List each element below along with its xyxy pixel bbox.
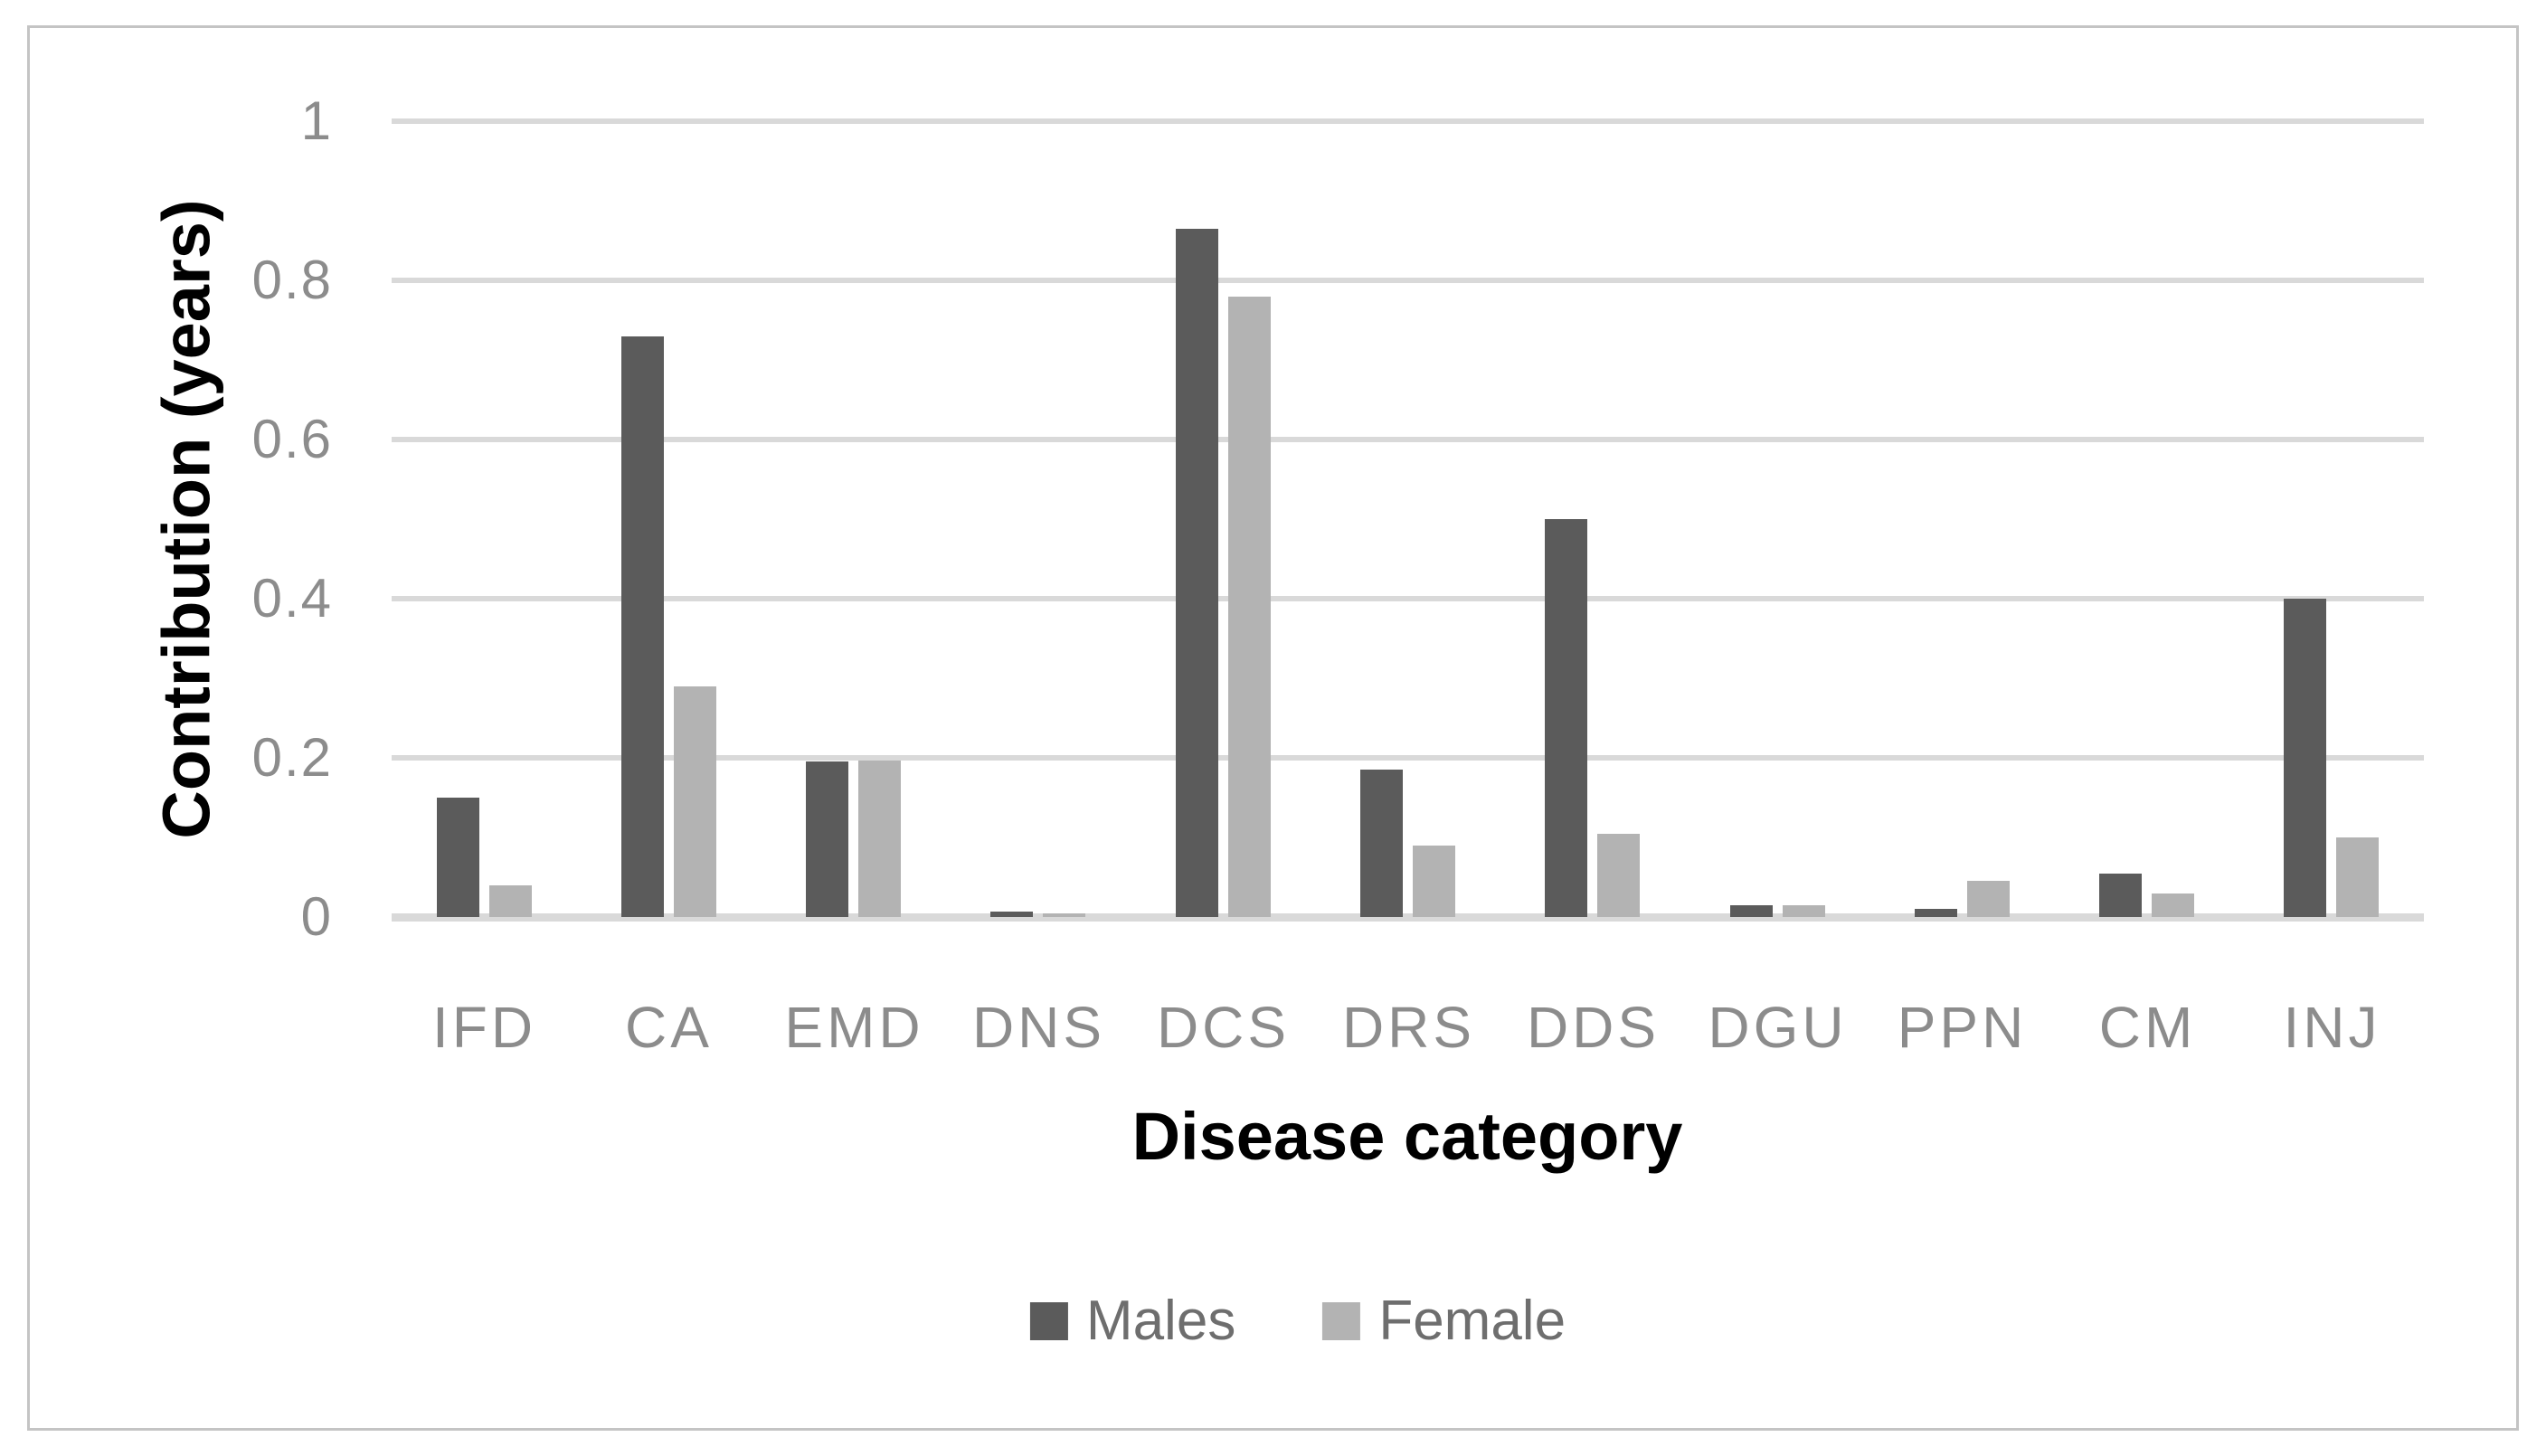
bar-female-CA (674, 686, 716, 917)
legend: Males Female (1029, 1290, 1566, 1352)
y-tick-label-0.6: 0.6 (251, 409, 333, 469)
bar-female-DRS (1413, 846, 1455, 917)
x-axis-line (392, 913, 2424, 922)
bar-female-DGU (1783, 905, 1825, 917)
gridline-0.4 (392, 596, 2424, 601)
bar-males-DGU (1730, 905, 1773, 917)
x-axis-title: Disease category (1131, 1099, 1683, 1174)
bar-males-PPN (1915, 909, 1957, 917)
category-label-DCS: DCS (1156, 995, 1291, 1060)
bar-female-INJ (2336, 837, 2379, 917)
category-label-CA: CA (625, 995, 713, 1060)
bar-female-DDS (1597, 834, 1640, 917)
category-label-IFD: IFD (431, 995, 537, 1060)
bar-female-EMD (858, 761, 901, 917)
males-swatch-icon (1029, 1302, 1068, 1340)
plot-area (392, 118, 2424, 922)
bar-males-IFD (437, 798, 479, 917)
category-label-PPN: PPN (1897, 995, 2028, 1060)
y-tick-label-0: 0 (300, 886, 333, 947)
female-swatch-icon (1322, 1302, 1361, 1340)
bar-males-EMD (806, 761, 848, 917)
chart-frame-border (27, 25, 2519, 1431)
bar-males-DRS (1360, 770, 1403, 917)
category-label-DGU: DGU (1708, 995, 1848, 1060)
legend-label-males: Males (1085, 1290, 1236, 1352)
bar-males-CA (621, 336, 664, 917)
category-label-EMD: EMD (784, 995, 924, 1060)
gridline-1 (392, 118, 2424, 124)
y-tick-label-1: 1 (300, 90, 333, 151)
bar-female-DNS (1043, 913, 1085, 917)
legend-label-female: Female (1378, 1290, 1566, 1352)
legend-item-males: Males (1029, 1290, 1236, 1352)
bar-males-DDS (1545, 519, 1587, 917)
bar-males-INJ (2284, 599, 2326, 917)
category-label-DRS: DRS (1341, 995, 1476, 1060)
legend-item-female: Female (1322, 1291, 1566, 1351)
bar-males-DCS (1176, 229, 1218, 917)
bar-female-CM (2152, 893, 2194, 917)
gridline-0.6 (392, 437, 2424, 442)
bar-female-DCS (1228, 297, 1271, 917)
category-label-INJ: INJ (2283, 995, 2381, 1060)
y-tick-label-0.2: 0.2 (251, 727, 333, 788)
category-label-DNS: DNS (971, 995, 1106, 1060)
bar-males-DNS (990, 912, 1033, 917)
category-label-CM: CM (2098, 995, 2197, 1060)
gridline-0.8 (392, 278, 2424, 283)
y-tick-label-0.4: 0.4 (251, 568, 333, 629)
bar-female-IFD (489, 885, 532, 917)
bar-males-CM (2099, 874, 2142, 917)
y-tick-label-0.8: 0.8 (251, 250, 333, 310)
bar-female-PPN (1967, 881, 2010, 917)
gridline-0.2 (392, 755, 2424, 761)
category-label-DDS: DDS (1526, 995, 1661, 1060)
